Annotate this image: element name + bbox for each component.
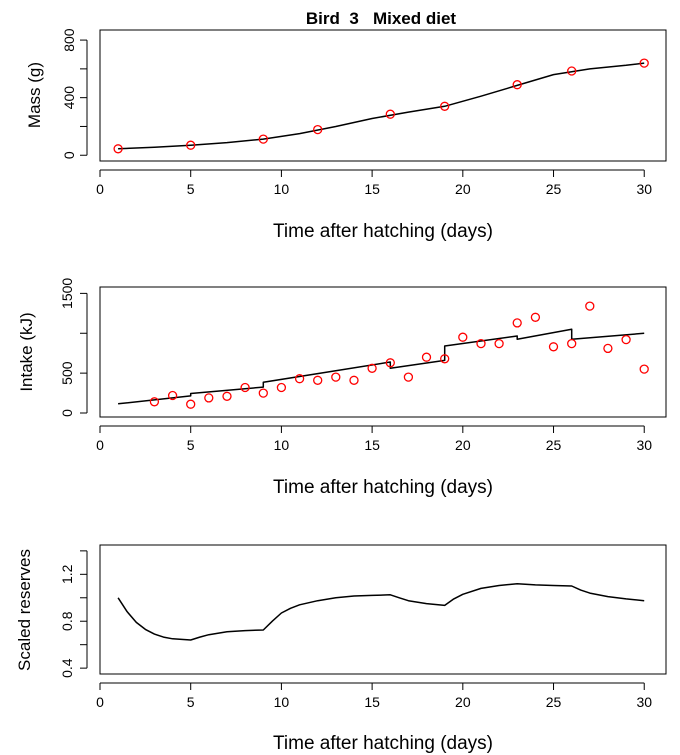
series-line: [118, 62, 645, 150]
y-tick-label: 400: [61, 86, 77, 110]
x-tick-label: 10: [274, 694, 290, 710]
panel-intake-frame: [99, 286, 667, 418]
data-point: [204, 393, 214, 403]
panel-mass-x-axis: 0 5 10 15 20 25 30: [96, 169, 652, 197]
x-tick-label: 15: [364, 181, 380, 197]
data-point: [440, 354, 450, 364]
y-tick-label: 0: [59, 409, 75, 417]
x-tick-label: 20: [455, 437, 471, 453]
series-line: [118, 328, 645, 405]
panel-reserves-x-label: Time after hatching (days): [273, 733, 493, 754]
data-point: [440, 101, 450, 111]
y-tick-label: 800: [61, 28, 77, 52]
x-tick-label: 10: [274, 437, 290, 453]
data-point: [367, 363, 377, 373]
data-point: [567, 338, 577, 349]
x-tick-label: 15: [364, 694, 380, 710]
panel-reserves-x-axis: 0 5 10 15 20 25 30: [96, 682, 652, 710]
data-point: [167, 390, 178, 401]
panel-reserves: 0 5 10 15 20 25 30 0.4 0.8 1.2 Time after hatchi…: [15, 544, 667, 754]
x-tick-label: 25: [546, 181, 562, 197]
data-point: [458, 332, 468, 342]
x-tick-label: 25: [546, 694, 562, 710]
panel-mass-y-label: Mass (g): [25, 62, 44, 128]
x-tick-label: 0: [96, 437, 104, 453]
data-point: [403, 372, 414, 382]
y-tick-label: 0.8: [59, 611, 75, 631]
data-point: [385, 109, 395, 119]
data-point: [113, 144, 123, 154]
panel-reserves-frame: [99, 544, 667, 675]
x-tick-label: 0: [96, 694, 104, 710]
y-tick-label: 0.4: [59, 658, 75, 678]
panel-intake-y-axis: 0 500 1500: [59, 278, 88, 417]
figure-title: Bird 3 Mixed diet: [306, 9, 457, 28]
panel-reserves-y-axis: 0.4 0.8 1.2: [59, 550, 88, 678]
panel-mass: 0 5 10 15 20 25 30 0 400 800 Time after hatching…: [25, 28, 667, 242]
data-point: [476, 338, 486, 349]
data-point: [331, 372, 341, 382]
x-tick-label: 5: [187, 694, 195, 710]
panel-reserves-series: [117, 582, 645, 641]
panel-intake: 0 5 10 15 20 25 30 0 500 1500 Time after hatchin…: [17, 278, 667, 498]
data-point: [222, 391, 232, 401]
x-tick-label: 30: [636, 181, 652, 197]
panel-intake-x-label: Time after hatching (days): [273, 477, 493, 498]
data-point: [294, 374, 305, 384]
data-point: [385, 358, 395, 368]
x-tick-label: 20: [455, 181, 471, 197]
data-point: [186, 399, 196, 409]
data-point: [530, 312, 541, 322]
data-point: [313, 375, 323, 385]
data-point: [585, 301, 595, 311]
y-tick-label: 0: [61, 151, 77, 159]
x-tick-label: 20: [455, 694, 471, 710]
x-tick-label: 5: [187, 181, 195, 197]
x-tick-label: 15: [364, 437, 380, 453]
panel-intake-y-label: Intake (kJ): [17, 312, 36, 391]
x-tick-label: 30: [636, 694, 652, 710]
data-point: [258, 388, 268, 398]
x-tick-label: 10: [274, 181, 290, 197]
x-tick-label: 30: [636, 437, 652, 453]
data-point: [603, 343, 613, 354]
data-point: [276, 382, 287, 393]
x-tick-label: 0: [96, 181, 104, 197]
data-point: [512, 318, 522, 328]
y-tick-label: 500: [59, 361, 75, 385]
data-point: [639, 364, 649, 374]
data-point: [240, 382, 250, 393]
y-tick-label: 1.2: [59, 564, 75, 584]
panel-mass-frame: [99, 29, 667, 162]
panel-mass-y-axis: 0 400 800: [61, 28, 88, 159]
data-point: [621, 334, 631, 345]
data-point: [421, 352, 432, 362]
series-line: [117, 582, 645, 641]
x-tick-label: 25: [546, 437, 562, 453]
panel-mass-x-label: Time after hatching (days): [273, 221, 493, 242]
data-point: [186, 140, 196, 150]
panel-intake-x-axis: 0 5 10 15 20 25 30: [96, 425, 652, 453]
y-tick-label: 1500: [59, 278, 75, 309]
panel-mass-series: [113, 58, 649, 154]
data-point: [494, 338, 504, 349]
data-point: [313, 124, 323, 135]
data-point: [639, 58, 649, 68]
data-point: [349, 375, 359, 385]
data-point: [258, 134, 268, 144]
panel-intake-series: [118, 301, 649, 409]
data-point: [149, 397, 160, 407]
data-point: [512, 80, 522, 90]
data-point: [548, 342, 559, 352]
x-tick-label: 5: [187, 437, 195, 453]
panel-reserves-y-label: Scaled reserves: [15, 549, 34, 671]
data-point: [567, 66, 577, 76]
